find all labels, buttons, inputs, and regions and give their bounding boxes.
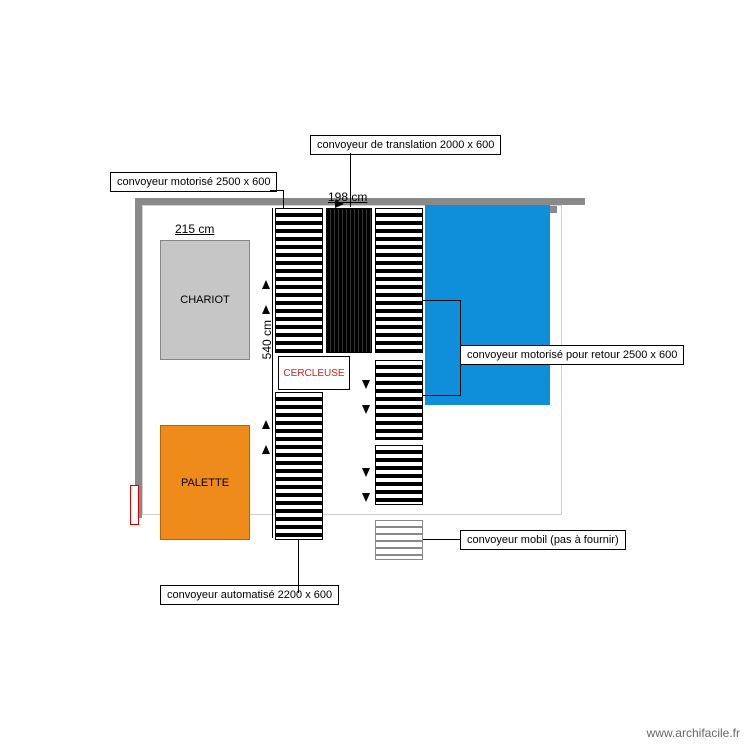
wall-left [135,198,142,518]
leader-retour-b2 [460,360,461,396]
arrow-down-3 [362,468,370,477]
cercleuse-label: CERCLEUSE [283,368,344,379]
arrow-down-1 [362,380,370,389]
label-mobil: convoyeur mobil (pas à fournir) [460,530,626,550]
label-retour: convoyeur motorisé pour retour 2500 x 60… [460,345,684,365]
red-marker [130,485,139,525]
label-motorise: convoyeur motorisé 2500 x 600 [110,172,277,192]
label-auto: convoyeur automatisé 2200 x 600 [160,585,339,605]
arrow-down-4 [362,493,370,502]
conveyor-lower-right-b [375,445,423,505]
palette-label: PALETTE [181,477,229,489]
blue-notch [425,370,460,405]
conveyor-translation-belt [326,208,372,353]
leader-retour-a2 [460,300,461,350]
arrow-up-4 [262,445,270,454]
leader-motorise [283,190,284,208]
palette-block: PALETTE [160,425,250,540]
conveyor-lower-left [275,392,323,540]
cercleuse-block: CERCLEUSE [278,356,350,390]
diagram-canvas: CHARIOT PALETTE CERCLEUSE 198 cm 215 cm … [0,0,750,750]
arrow-up-3 [262,420,270,429]
leader-translation [350,153,351,207]
leader-auto-v [298,540,299,585]
leader-motorise-h [270,190,284,191]
conveyor-mobil [375,520,423,560]
leader-retour-b [423,395,460,396]
watermark: www.archifacile.fr [647,726,740,740]
label-translation: convoyeur de translation 2000 x 600 [310,135,501,155]
leader-mobil [423,539,460,540]
leader-retour-a [423,300,460,301]
arrow-up-2 [262,305,270,314]
conveyor-lower-right-a [375,360,423,440]
conveyor-upper-right [375,208,423,353]
dim-198: 198 cm [328,190,367,204]
leader-auto-h [298,585,299,593]
dim-540-line [272,208,273,538]
conveyor-upper-left [275,208,323,353]
arrow-up-1 [262,280,270,289]
chariot-label: CHARIOT [180,294,230,306]
dim-215: 215 cm [175,222,214,236]
arrow-down-2 [362,405,370,414]
chariot-block: CHARIOT [160,240,250,360]
